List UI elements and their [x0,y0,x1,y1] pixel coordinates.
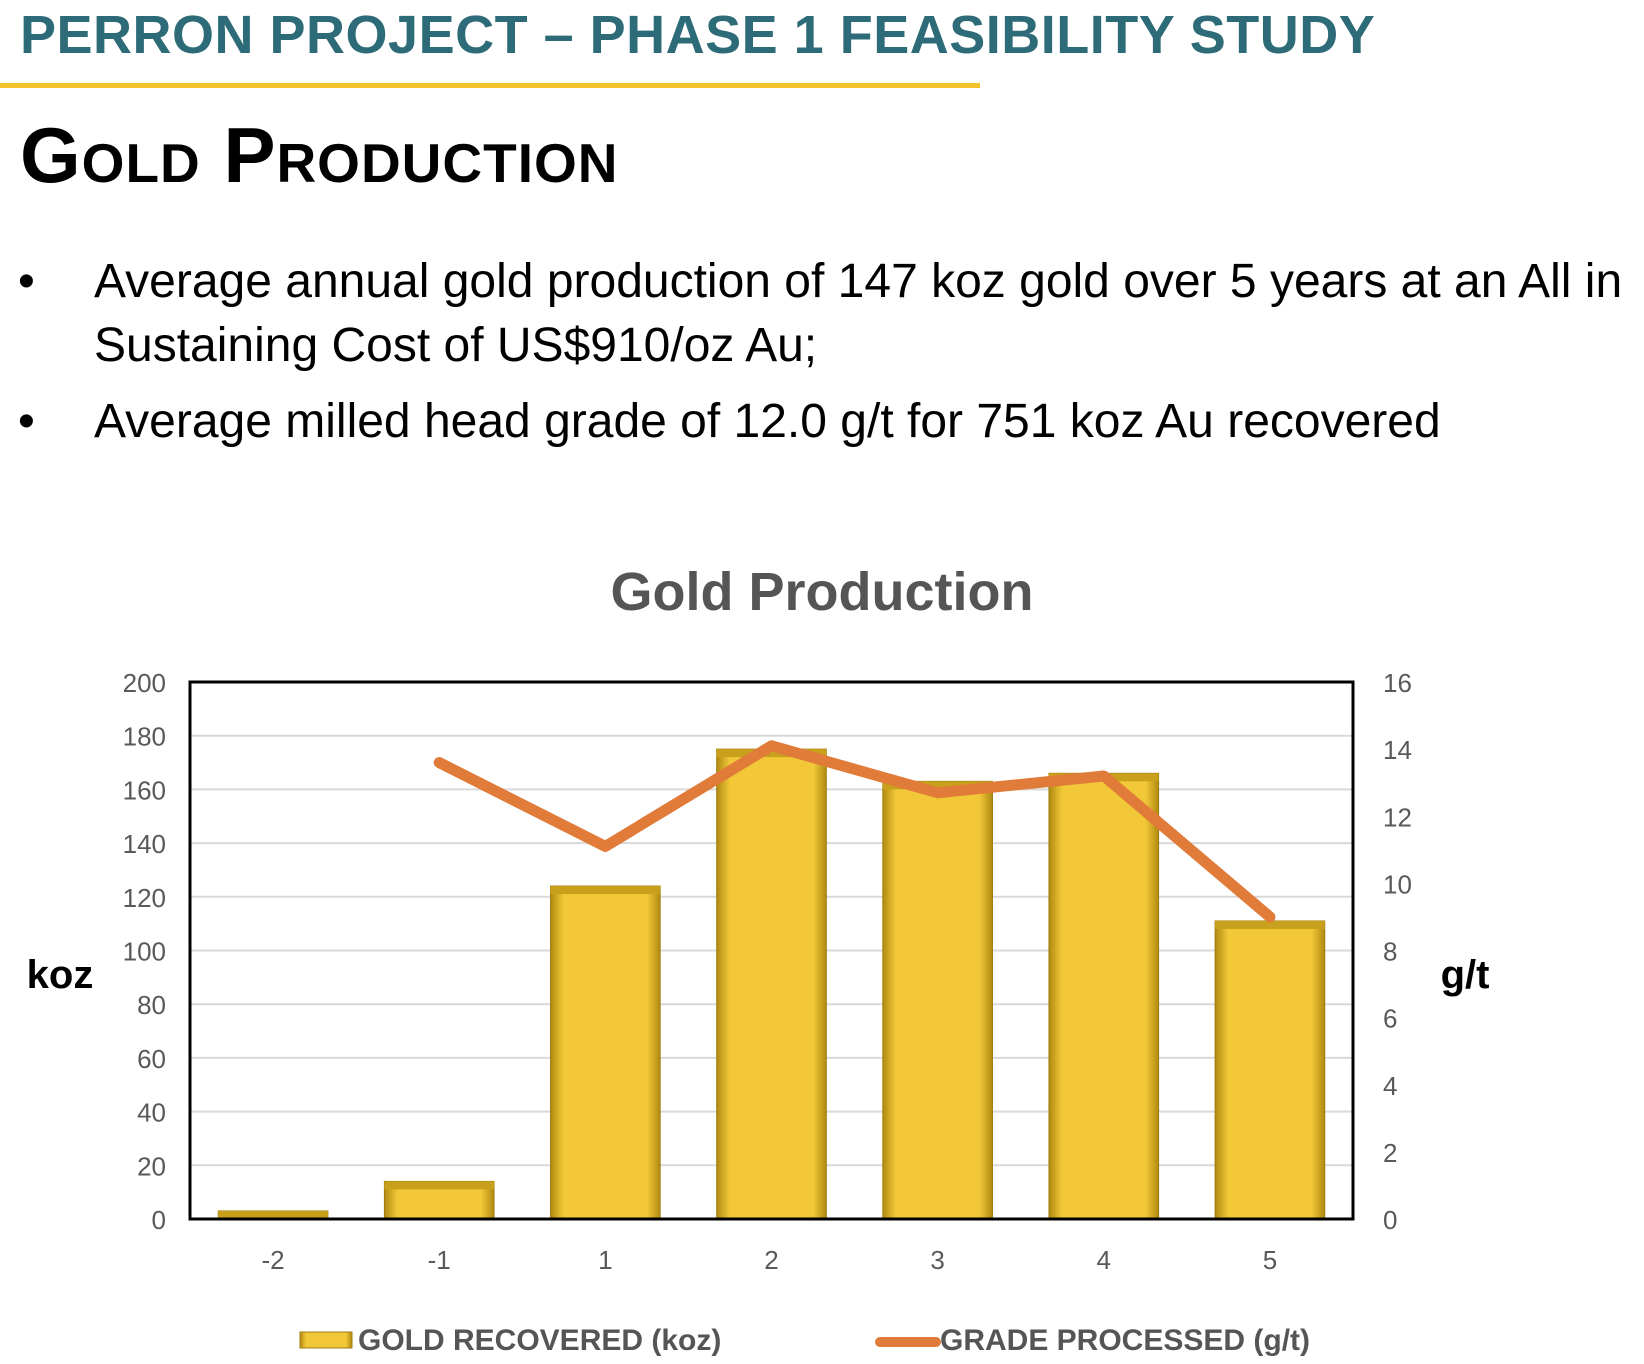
left-tick-label: 180 [123,722,166,752]
bar [550,885,661,1220]
bullet-text: Average annual gold production of 147 ko… [94,255,1623,372]
left-tick-label: 100 [123,937,166,967]
grade-point [766,740,777,751]
right-tick-label: 6 [1383,1004,1397,1034]
left-tick-label: 200 [123,668,166,698]
right-tick-label: 0 [1383,1205,1397,1235]
chart-title: Gold Production [611,562,1034,622]
slide-title: Gold Production [20,111,619,199]
left-tick-label: 40 [137,1098,166,1128]
x-tick-label: -1 [428,1245,451,1275]
bar [716,748,827,1220]
right-axis-label: g/t [1441,953,1490,997]
left-axis-label: koz [27,953,94,997]
grade-line [433,740,1276,923]
bar-series [217,748,1326,1220]
grade-point [1098,770,1109,781]
right-tick-label: 12 [1383,802,1412,832]
bar-top-bevel [1215,920,1325,929]
left-axis-ticks: 0 20 40 60 80 100 120 140 160 180 200 [123,668,166,1235]
legend-bar-label: GOLD RECOVERED (koz) [358,1324,721,1357]
bullet-dot: • [18,395,35,448]
x-tick-label: 3 [930,1245,944,1275]
bullet-list: • Average annual gold production of 147 … [18,250,1644,466]
header-title: PERRON PROJECT – PHASE 1 FEASIBILITY STU… [20,5,1376,65]
left-tick-label: 160 [123,775,166,805]
left-tick-label: 140 [123,829,166,859]
x-tick-label: -2 [262,1245,285,1275]
legend: GOLD RECOVERED (koz) GRADE PROCESSED (g/… [299,1324,1310,1357]
bar-top-bevel [550,886,661,895]
grade-point [434,757,445,768]
bullet-item: • Average milled head grade of 12.0 g/t … [18,390,1644,454]
gold-production-chart: Gold Production 020406080100120140160180… [27,562,1490,1357]
bar [1214,920,1326,1220]
legend-bar-swatch [299,1331,353,1349]
left-tick-label: 60 [137,1044,166,1074]
right-tick-label: 10 [1383,869,1412,899]
left-tick-label: 120 [123,883,166,913]
header-divider [0,83,980,88]
right-tick-label: 4 [1383,1071,1397,1101]
bar-top-bevel [882,781,993,790]
right-tick-label: 8 [1383,937,1397,967]
x-tick-label: 5 [1263,1245,1277,1275]
x-tick-label: 4 [1097,1245,1111,1275]
x-axis-ticks: -2 -1 1 2 3 4 5 [262,1245,1278,1275]
bar-top-bevel [218,1210,328,1219]
grade-point [932,787,943,798]
bar-top-bevel [716,749,827,758]
bullet-dot: • [18,255,35,308]
bar [882,780,993,1220]
grade-point [600,841,611,852]
line-series [433,740,1276,923]
bar [1048,772,1160,1220]
right-tick-label: 14 [1383,735,1412,765]
x-tick-label: 1 [598,1245,612,1275]
left-tick-label: 80 [137,990,166,1020]
x-tick-label: 2 [764,1245,778,1275]
bar-top-bevel [384,1181,495,1190]
bullet-text: Average milled head grade of 12.0 g/t fo… [94,395,1441,448]
left-tick-label: 20 [137,1151,166,1181]
legend-line-label: GRADE PROCESSED (g/t) [940,1324,1310,1357]
bullet-item: • Average annual gold production of 147 … [18,250,1644,378]
right-tick-label: 16 [1383,668,1412,698]
right-tick-label: 2 [1383,1138,1397,1168]
right-axis-ticks: 0 2 4 6 8 10 12 14 16 [1383,668,1412,1235]
plot-frame [188,680,1355,1221]
left-tick-label: 0 [152,1205,166,1235]
grade-point [1264,911,1275,922]
